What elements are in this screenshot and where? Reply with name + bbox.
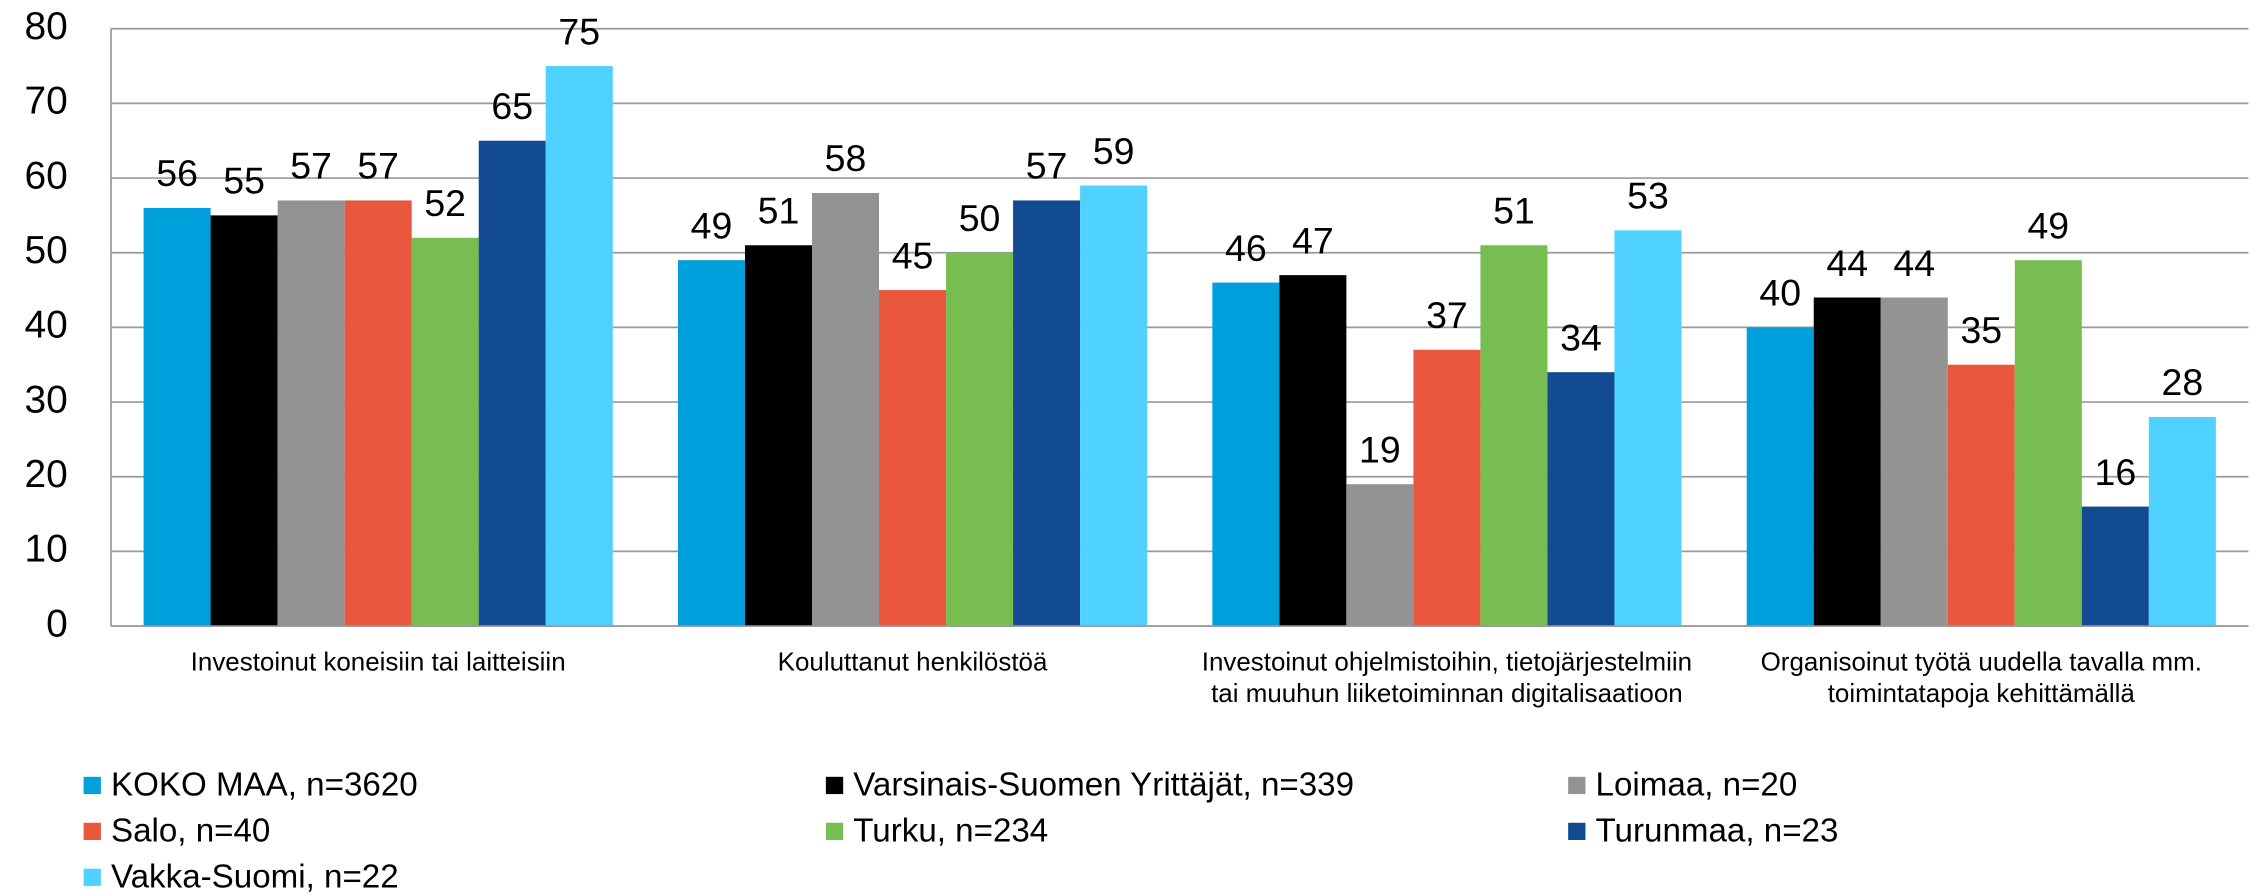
legend-swatch <box>1568 776 1586 795</box>
bar <box>1413 349 1481 627</box>
x-tick-label-box: Kouluttanut henkilöstöä <box>777 647 1048 677</box>
bar <box>812 192 880 627</box>
bar <box>1013 200 1081 627</box>
bar <box>277 200 345 627</box>
legend-swatch <box>1568 822 1586 840</box>
data-label: 57 <box>357 145 399 187</box>
data-label: 57 <box>290 145 332 187</box>
y-tick-label: 0 <box>46 602 68 645</box>
bar <box>478 140 546 627</box>
data-label: 47 <box>1292 219 1334 261</box>
legend-label: Salo, n=40 <box>111 813 270 850</box>
bar <box>946 252 1014 627</box>
y-tick-label: 70 <box>24 80 67 123</box>
bar <box>1547 372 1615 627</box>
data-label: 59 <box>1093 130 1135 172</box>
x-tick-label-box: Investoinut ohjelmistoihin, tietojärjest… <box>1201 647 1693 708</box>
bar <box>879 290 947 627</box>
legend-swatch <box>825 776 844 795</box>
x-tick-label: Investoinut koneisiin tai laitteisiin <box>190 647 566 677</box>
data-label: 56 <box>156 152 198 194</box>
bar <box>1947 364 2015 627</box>
bar <box>1212 282 1280 627</box>
data-label: 57 <box>1026 145 1068 187</box>
bar <box>411 237 479 627</box>
y-tick-label: 50 <box>24 229 67 272</box>
data-label: 40 <box>1759 272 1801 314</box>
legend-label: KOKO MAA, n=3620 <box>111 767 418 804</box>
x-tick-label-box: Investoinut koneisiin tai laitteisiin <box>190 647 566 677</box>
data-label: 16 <box>2094 451 2136 493</box>
legend-label: Vakka-Suomi, n=22 <box>111 859 399 896</box>
legend-swatch <box>83 822 101 840</box>
y-tick-label: 20 <box>24 453 67 496</box>
data-label: 75 <box>558 10 600 52</box>
bar <box>744 245 813 627</box>
data-label: 35 <box>1960 309 2002 351</box>
legend-swatch <box>83 776 101 795</box>
data-label: 44 <box>1826 242 1868 284</box>
data-label: 45 <box>892 234 934 276</box>
bar <box>2148 416 2216 627</box>
bar <box>1080 185 1148 627</box>
y-tick-label: 80 <box>24 5 67 48</box>
x-tick-label: Investoinut ohjelmistoihin, tietojärjest… <box>1201 647 1693 708</box>
data-label: 53 <box>1627 175 1669 217</box>
data-label: 52 <box>424 182 466 224</box>
data-label: 44 <box>1893 242 1935 284</box>
legend-label: Loimaa, n=20 <box>1596 767 1798 804</box>
x-tick-label-box: Organisoinut työtä uudella tavalla mm. t… <box>1760 647 2202 708</box>
x-tick-label: Kouluttanut henkilöstöä <box>777 647 1048 677</box>
bar <box>1279 275 1347 627</box>
x-tick-label: Organisoinut työtä uudella tavalla mm. t… <box>1760 647 2202 708</box>
data-label: 37 <box>1426 294 1468 336</box>
data-label: 50 <box>959 197 1001 239</box>
data-label: 55 <box>223 160 265 202</box>
bar <box>677 260 745 627</box>
bar <box>2081 506 2149 627</box>
legend-swatch <box>825 822 844 840</box>
data-label: 51 <box>1493 190 1535 232</box>
bar <box>2014 260 2082 627</box>
data-label: 46 <box>1225 227 1267 269</box>
bar <box>1746 327 1814 627</box>
bar <box>143 207 211 627</box>
y-tick-label: 30 <box>24 378 67 421</box>
legend-label: Turunmaa, n=23 <box>1596 813 1839 850</box>
y-tick-label: 10 <box>24 528 67 571</box>
bar <box>1813 297 1881 627</box>
y-tick-label: 60 <box>24 154 67 197</box>
y-tick-label: 40 <box>24 304 67 347</box>
data-label: 19 <box>1359 429 1401 471</box>
bar <box>344 200 412 627</box>
data-label: 34 <box>1560 317 1602 359</box>
data-label: 28 <box>2162 361 2204 403</box>
legend-label: Turku, n=234 <box>853 813 1048 850</box>
bar <box>1480 245 1548 627</box>
data-label: 58 <box>825 137 867 179</box>
bar <box>1614 230 1682 627</box>
data-label: 49 <box>691 205 733 247</box>
bar <box>1880 297 1948 627</box>
data-label: 51 <box>758 190 800 232</box>
legend-swatch <box>83 868 101 886</box>
bar <box>545 66 613 627</box>
bar <box>210 215 278 627</box>
data-label: 49 <box>2027 205 2069 247</box>
data-label: 65 <box>491 85 533 127</box>
bar <box>1346 484 1414 627</box>
legend-label: Varsinais-Suomen Yrittäjät, n=339 <box>853 767 1354 804</box>
